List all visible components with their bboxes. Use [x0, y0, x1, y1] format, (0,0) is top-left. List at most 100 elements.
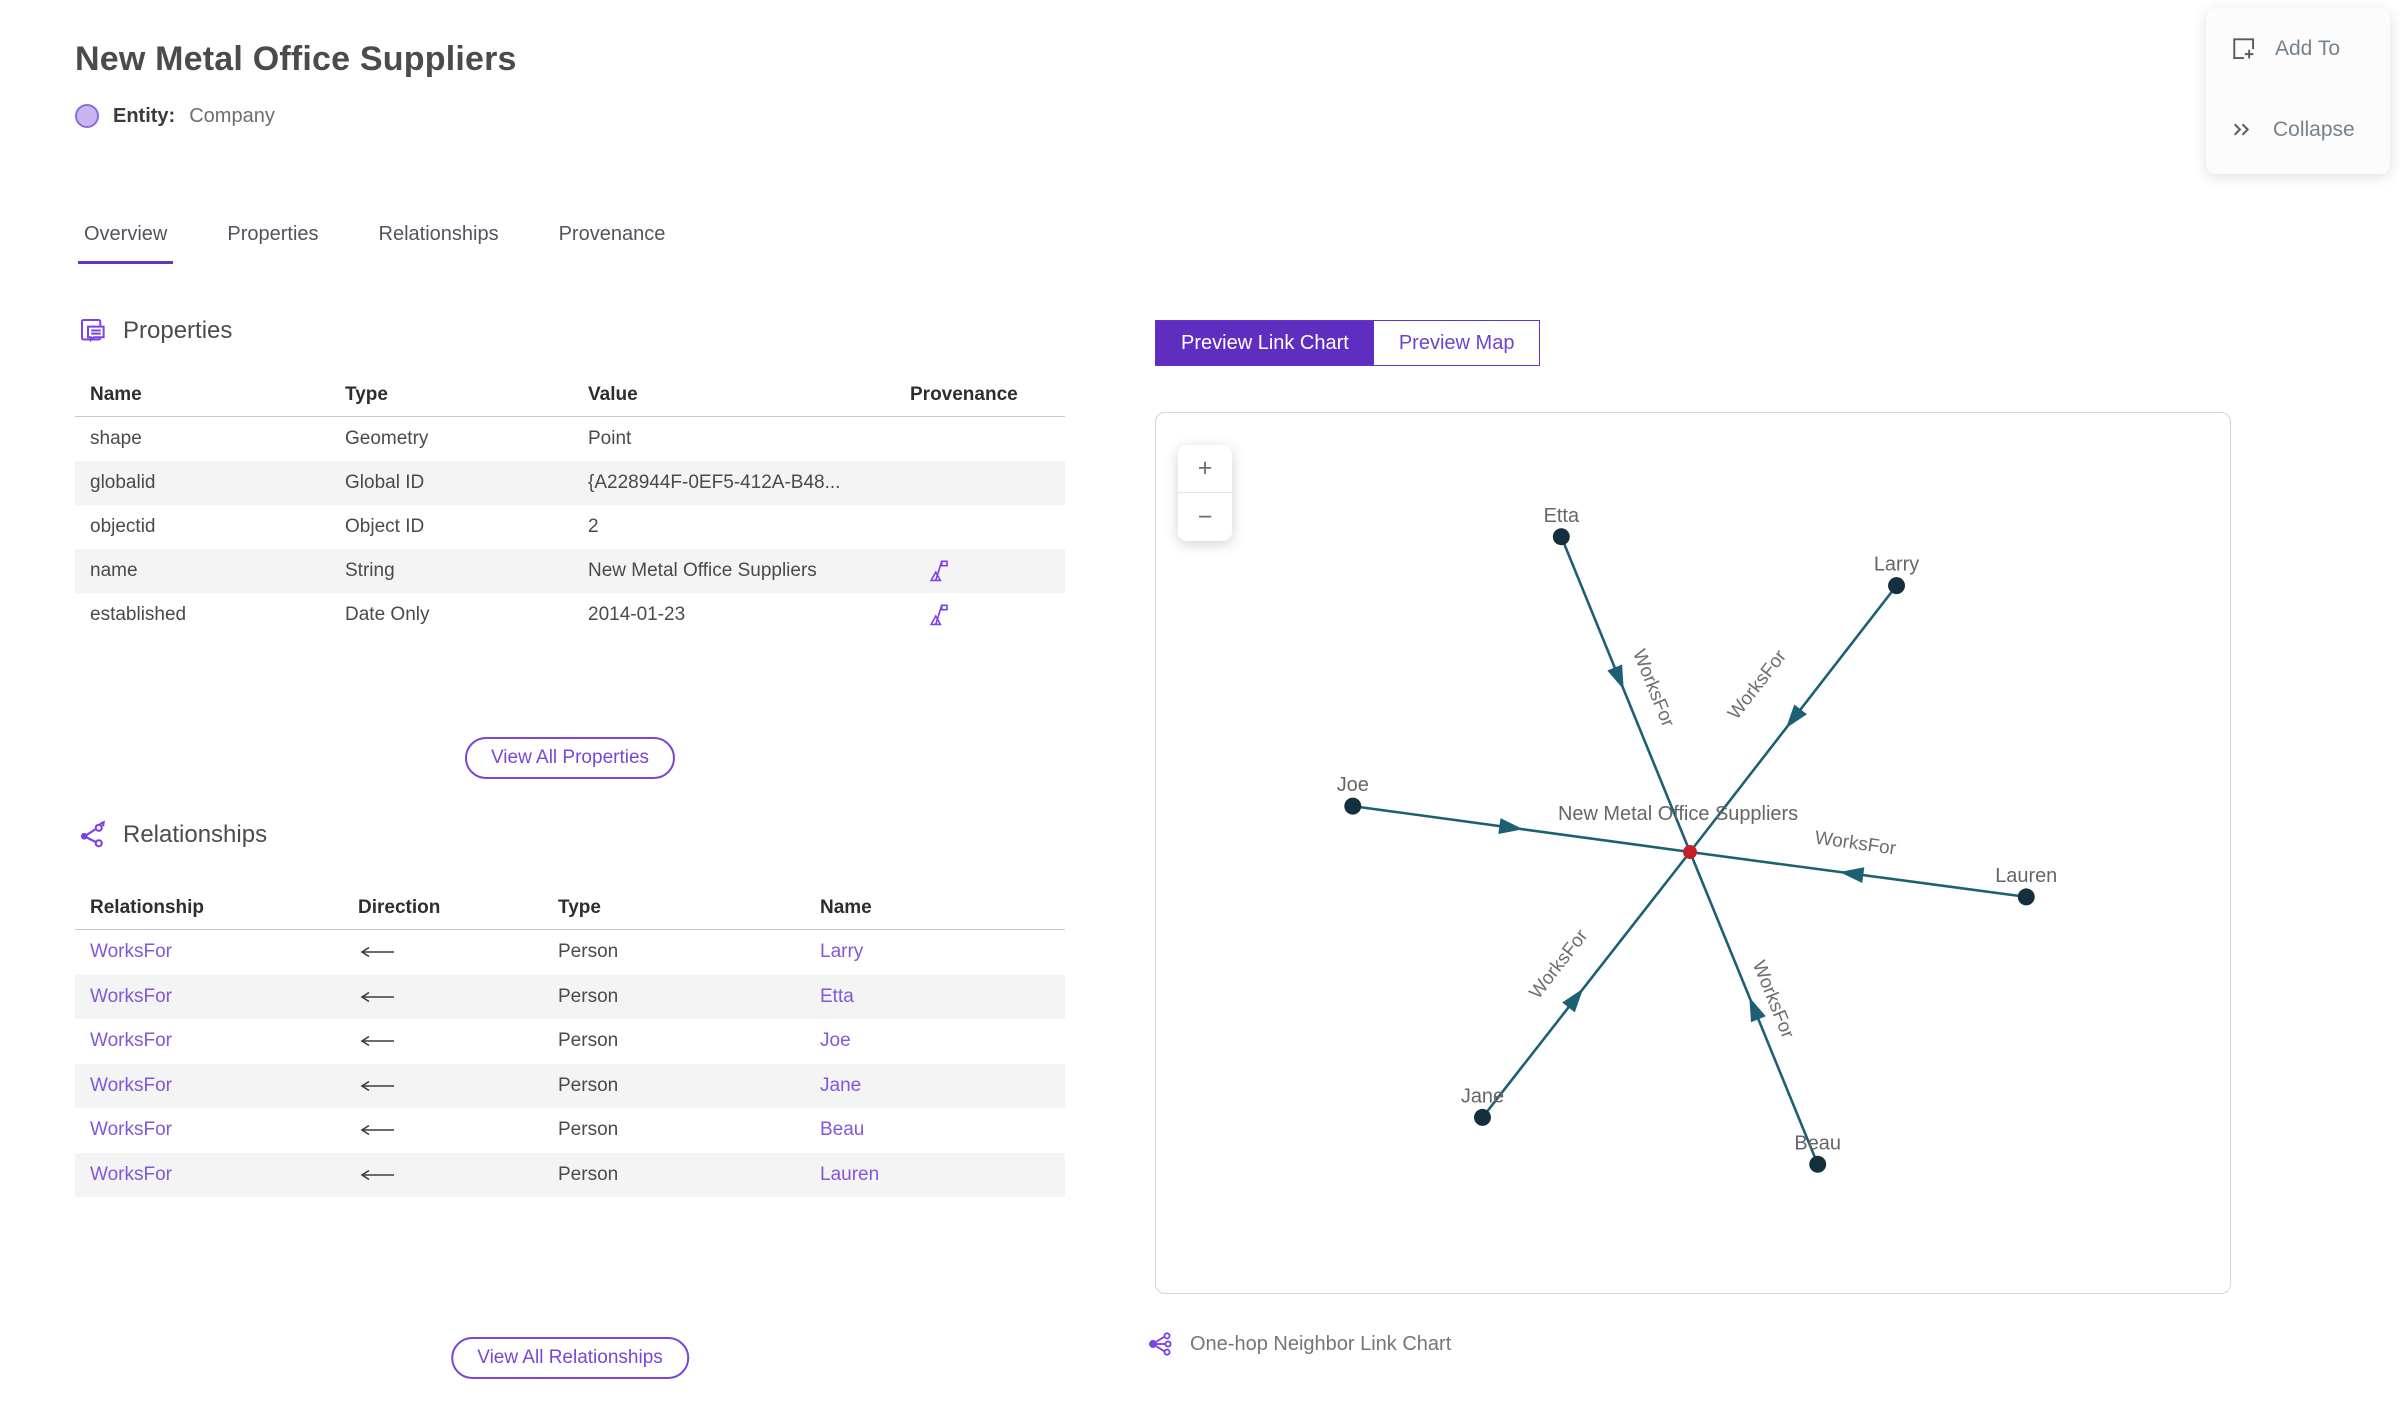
- properties-section-header: Properties: [78, 316, 232, 346]
- direction-arrow-icon: [358, 930, 396, 975]
- direction-arrow-icon: [358, 1064, 396, 1109]
- prop-name: globalid: [90, 472, 156, 493]
- graph-node-Jane[interactable]: [1473, 1108, 1491, 1126]
- rel-type: Person: [558, 985, 619, 1007]
- graph-node-Lauren[interactable]: [2017, 888, 2035, 906]
- relationship-link[interactable]: WorksFor: [90, 1030, 172, 1051]
- link-chart-panel[interactable]: + − WorksFor Etta WorksFor Larry Joe WorksFor…: [1155, 412, 2231, 1294]
- relationships-section-header: Relationships: [78, 820, 267, 850]
- prop-name: name: [90, 560, 138, 581]
- graph-node-Larry[interactable]: [1888, 577, 1906, 595]
- zoom-in-button[interactable]: +: [1178, 445, 1232, 493]
- collapse-label: Collapse: [2273, 117, 2355, 141]
- graph-node-Etta[interactable]: [1552, 528, 1570, 546]
- col-value: Value: [588, 384, 638, 405]
- entity-link[interactable]: Jane: [820, 1074, 862, 1096]
- graph-arrowhead-icon: [1785, 704, 1807, 729]
- graph-node-name: Lauren: [1995, 865, 2057, 887]
- entity-link[interactable]: Beau: [820, 1119, 865, 1140]
- graph-arrowhead-icon: [1749, 997, 1766, 1023]
- rel-type: Person: [558, 1074, 619, 1096]
- table-row: objectid Object ID 2: [75, 505, 1065, 549]
- rel-type: Person: [558, 1163, 619, 1185]
- tab-provenance[interactable]: Provenance: [553, 222, 672, 264]
- relationship-link[interactable]: WorksFor: [90, 985, 172, 1007]
- entity-link[interactable]: Lauren: [820, 1163, 880, 1185]
- graph-node-name: Larry: [1874, 554, 1919, 576]
- graph-node-name: Beau: [1794, 1132, 1841, 1154]
- entity-link[interactable]: Etta: [820, 985, 854, 1007]
- direction-arrow-icon: [358, 975, 396, 1020]
- collapse-button[interactable]: Collapse: [2224, 116, 2361, 143]
- col-name: Name: [90, 384, 142, 405]
- col-provenance: Provenance: [910, 384, 1018, 405]
- graph-node-Beau[interactable]: [1809, 1155, 1827, 1173]
- link-chart-svg[interactable]: WorksFor Etta WorksFor Larry Joe WorksFor Laur…: [1156, 413, 2230, 1293]
- view-all-properties-button[interactable]: View All Properties: [464, 737, 676, 779]
- graph-edge-label: WorksFor: [1724, 646, 1791, 723]
- relationship-link[interactable]: WorksFor: [90, 941, 172, 962]
- preview-link-chart-button[interactable]: Preview Link Chart: [1156, 321, 1374, 365]
- relationship-link[interactable]: WorksFor: [90, 1074, 172, 1096]
- actions-card: Add To Collapse: [2206, 8, 2390, 174]
- provenance-flag-icon[interactable]: [927, 603, 950, 632]
- graph-edge-label: WorksFor: [1813, 827, 1897, 859]
- prop-value: Point: [588, 428, 632, 449]
- relationships-icon: [80, 820, 105, 848]
- preview-map-button[interactable]: Preview Map: [1373, 321, 1540, 365]
- relationship-link[interactable]: WorksFor: [90, 1163, 172, 1185]
- col-name: Name: [820, 897, 872, 918]
- col-relationship: Relationship: [90, 897, 205, 918]
- preview-toggle: Preview Link Chart Preview Map: [1155, 320, 1541, 366]
- graph-node-center[interactable]: [1683, 845, 1697, 859]
- graph-edge-label: WorksFor: [1748, 958, 1798, 1042]
- relationships-section-title: Relationships: [123, 821, 268, 848]
- col-type: Type: [558, 897, 601, 918]
- entity-link[interactable]: Joe: [820, 1030, 851, 1051]
- view-all-relationships-button[interactable]: View All Relationships: [451, 1337, 689, 1379]
- prop-value: 2: [588, 516, 599, 537]
- prop-value: {A228944F-0EF5-412A-B48...: [588, 472, 841, 493]
- prop-name: shape: [90, 428, 142, 449]
- tab-bar: Overview Properties Relationships Proven…: [78, 222, 671, 264]
- direction-arrow-icon: [358, 1153, 396, 1198]
- prop-type: Geometry: [345, 428, 429, 449]
- tab-properties[interactable]: Properties: [221, 222, 324, 264]
- add-to-button[interactable]: Add To: [2224, 34, 2346, 63]
- properties-table: Name Type Value Provenance shape Geometr…: [75, 376, 1065, 637]
- tab-relationships[interactable]: Relationships: [373, 222, 505, 264]
- table-row: name String New Metal Office Suppliers: [75, 549, 1065, 593]
- graph-center-label: New Metal Office Suppliers: [1558, 803, 1798, 825]
- entity-link[interactable]: Larry: [820, 941, 864, 962]
- relationships-table: Relationship Direction Type Name WorksFo…: [75, 880, 1065, 1197]
- prop-name: established: [90, 604, 187, 625]
- properties-section-title: Properties: [123, 317, 233, 344]
- page-title: New Metal Office Suppliers: [75, 40, 517, 78]
- graph-node-name: Etta: [1544, 505, 1580, 527]
- zoom-out-button[interactable]: −: [1178, 493, 1232, 541]
- graph-arrowhead-icon: [1498, 818, 1524, 834]
- table-row: WorksFor Person Lauren: [75, 1152, 1065, 1198]
- prop-type: Object ID: [345, 516, 425, 537]
- table-row: WorksFor Person Beau: [75, 1108, 1065, 1153]
- graph-edge-Etta: [1560, 536, 1692, 853]
- tab-overview[interactable]: Overview: [78, 222, 174, 264]
- entity-type-dot-icon: [75, 104, 99, 128]
- table-row: WorksFor Person Larry: [75, 930, 1065, 975]
- rel-type: Person: [558, 941, 619, 962]
- graph-arrowhead-icon: [1839, 867, 1865, 884]
- graph-node-name: Joe: [1337, 774, 1369, 796]
- properties-table-header: Name Type Value Provenance: [75, 376, 1065, 417]
- direction-arrow-icon: [358, 1019, 396, 1064]
- table-row: WorksFor Person Etta: [75, 974, 1065, 1020]
- graph-node-Joe[interactable]: [1344, 797, 1362, 815]
- properties-icon: [81, 319, 105, 343]
- col-direction: Direction: [358, 897, 441, 918]
- caption-label: One-hop Neighbor Link Chart: [1190, 1332, 1452, 1355]
- table-row: WorksFor Person Jane: [75, 1063, 1065, 1109]
- provenance-flag-icon[interactable]: [927, 559, 950, 588]
- one-hop-network-icon: [1149, 1332, 1172, 1356]
- relationship-link[interactable]: WorksFor: [90, 1119, 172, 1140]
- entity-label: Entity:: [113, 104, 176, 127]
- rel-type: Person: [558, 1119, 619, 1140]
